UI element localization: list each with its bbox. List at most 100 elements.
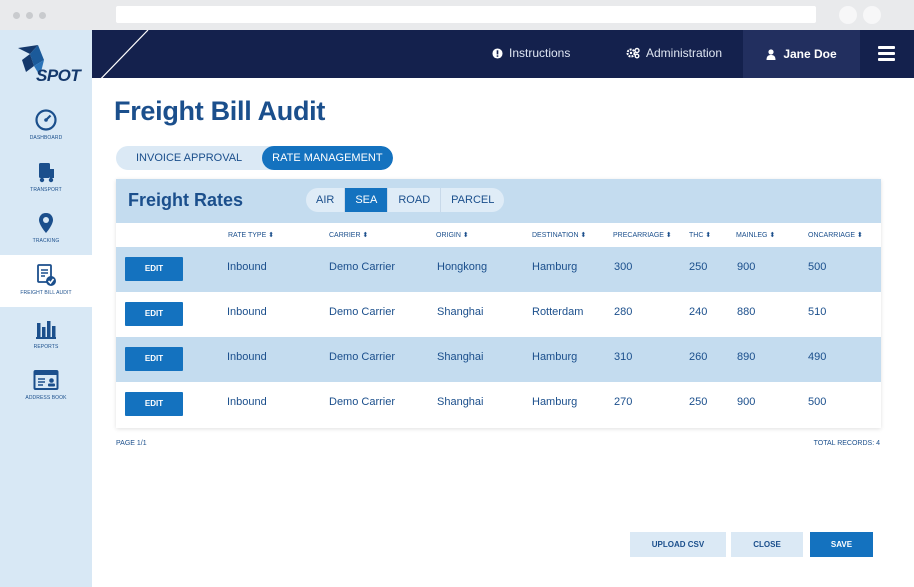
cell-destination: Rotterdam xyxy=(532,306,584,318)
sidebar-item-transport[interactable]: TRANSPORT xyxy=(0,160,92,212)
column-label: ONCARRIAGE xyxy=(808,232,856,239)
column-label: CARRIER xyxy=(329,232,361,239)
gears-icon xyxy=(626,47,640,59)
sort-icon: ⬍ xyxy=(665,232,672,239)
table-row: EDIT Inbound Demo Carrier Hongkong Hambu… xyxy=(116,247,881,292)
tab-invoice-approval[interactable]: INVOICE APPROVAL xyxy=(136,152,243,164)
browser-chrome xyxy=(0,0,914,30)
table-row: EDIT Inbound Demo Carrier Shanghai Rotte… xyxy=(116,292,881,337)
freight-rates-card: Freight Rates AIR SEA ROAD PARCEL RATE T… xyxy=(116,179,881,428)
sidebar-item-address-book[interactable]: ADDRESS BOOK xyxy=(0,368,92,420)
window-dot xyxy=(13,12,20,19)
truck-icon xyxy=(39,163,54,183)
tab-rate-management[interactable]: RATE MANAGEMENT xyxy=(262,146,393,170)
decorative-slash xyxy=(100,30,149,78)
cell-origin: Shanghai xyxy=(437,396,484,408)
user-menu[interactable]: Jane Doe xyxy=(743,30,860,78)
column-header-precarriage[interactable]: PRECARRIAGE ⬍ xyxy=(613,231,672,239)
column-header-oncarriage[interactable]: ONCARRIAGE ⬍ xyxy=(808,231,863,239)
cell-mainleg: 880 xyxy=(737,306,756,318)
bar-chart-icon xyxy=(36,321,56,339)
map-pin-icon xyxy=(39,213,53,233)
cell-origin: Shanghai xyxy=(437,306,484,318)
edit-button[interactable]: EDIT xyxy=(125,257,183,281)
cell-thc: 250 xyxy=(689,261,708,273)
save-button[interactable]: SAVE xyxy=(810,532,873,557)
cell-oncarriage: 490 xyxy=(808,351,827,363)
user-name: Jane Doe xyxy=(783,47,837,61)
sidebar-item-tracking[interactable]: TRACKING xyxy=(0,211,92,263)
upload-csv-button[interactable]: UPLOAD CSV xyxy=(630,532,726,557)
column-label: RATE TYPE xyxy=(228,232,267,239)
cell-oncarriage: 510 xyxy=(808,306,827,318)
speedometer-icon xyxy=(35,109,57,131)
column-header-rate-type[interactable]: RATE TYPE ⬍ xyxy=(228,231,274,239)
browser-button[interactable] xyxy=(863,6,881,24)
edit-button[interactable]: EDIT xyxy=(125,392,183,416)
cell-carrier: Demo Carrier xyxy=(329,396,396,408)
browser-button[interactable] xyxy=(839,6,857,24)
cell-origin: Hongkong xyxy=(437,261,488,273)
total-records: TOTAL RECORDS: 4 xyxy=(813,440,880,447)
bird-logo-icon xyxy=(18,45,44,76)
sidebar-item-freight-bill-audit[interactable]: FREIGHT BILL AUDIT xyxy=(0,255,92,307)
main-content: Freight Bill Audit INVOICE APPROVAL RATE… xyxy=(92,78,914,587)
tab-air[interactable]: AIR xyxy=(316,194,335,206)
cell-destination: Hamburg xyxy=(532,351,578,363)
cell-precarriage: 310 xyxy=(614,351,633,363)
cell-thc: 250 xyxy=(689,396,708,408)
cell-oncarriage: 500 xyxy=(808,261,827,273)
user-icon xyxy=(766,48,776,60)
cell-thc: 260 xyxy=(689,351,708,363)
cell-precarriage: 280 xyxy=(614,306,633,318)
page-tabs: INVOICE APPROVAL RATE MANAGEMENT xyxy=(116,146,393,170)
close-button[interactable]: CLOSE xyxy=(731,532,803,557)
info-icon xyxy=(492,47,503,59)
transport-mode-tabs: AIR SEA ROAD PARCEL xyxy=(306,188,505,212)
cell-mainleg: 900 xyxy=(737,396,756,408)
sidebar-item-reports[interactable]: REPORTS xyxy=(0,317,92,369)
column-label: PRECARRIAGE xyxy=(613,232,664,239)
window-dot xyxy=(39,12,46,19)
sort-icon: ⬍ xyxy=(362,232,369,239)
address-bar[interactable] xyxy=(116,6,816,23)
sidebar: SPOT DASHBOARD TRANSPORT TRACKING xyxy=(0,30,92,587)
cell-origin: Shanghai xyxy=(437,351,484,363)
tab-sea[interactable]: SEA xyxy=(344,188,388,212)
administration-link[interactable]: Administration xyxy=(626,46,722,60)
cell-mainleg: 900 xyxy=(737,261,756,273)
column-header-origin[interactable]: ORIGIN ⬍ xyxy=(436,231,469,239)
sort-icon: ⬍ xyxy=(580,232,587,239)
cell-thc: 240 xyxy=(689,306,708,318)
edit-button[interactable]: EDIT xyxy=(125,347,183,371)
logo[interactable]: SPOT xyxy=(0,30,92,90)
cell-carrier: Demo Carrier xyxy=(329,351,396,363)
window-dot xyxy=(26,12,33,19)
instructions-label: Instructions xyxy=(509,46,571,60)
edit-button[interactable]: EDIT xyxy=(125,302,183,326)
cell-carrier: Demo Carrier xyxy=(329,261,396,273)
cell-precarriage: 270 xyxy=(614,396,633,408)
column-header-destination[interactable]: DESTINATION ⬍ xyxy=(532,231,586,239)
tab-road[interactable]: ROAD xyxy=(387,188,440,212)
column-header-thc[interactable]: THC ⬍ xyxy=(689,231,711,239)
sort-icon: ⬍ xyxy=(268,232,275,239)
column-label: ORIGIN xyxy=(436,232,461,239)
instructions-link[interactable]: Instructions xyxy=(492,46,570,60)
cell-mainleg: 890 xyxy=(737,351,756,363)
column-header-mainleg[interactable]: MAINLEG ⬍ xyxy=(736,231,775,239)
sort-icon: ⬍ xyxy=(705,232,712,239)
sidebar-item-label: REPORTS xyxy=(33,344,59,350)
column-header-carrier[interactable]: CARRIER ⬍ xyxy=(329,231,368,239)
hamburger-menu-icon[interactable] xyxy=(878,46,895,61)
cell-rate-type: Inbound xyxy=(227,396,267,408)
document-check-icon xyxy=(37,264,56,286)
cell-oncarriage: 500 xyxy=(808,396,827,408)
table-row: EDIT Inbound Demo Carrier Shanghai Hambu… xyxy=(116,337,881,382)
page-info: PAGE 1/1 xyxy=(116,440,147,447)
column-label: DESTINATION xyxy=(532,232,579,239)
sidebar-item-label: ADDRESS BOOK xyxy=(25,395,67,401)
sidebar-item-dashboard[interactable]: DASHBOARD xyxy=(0,108,92,160)
address-card-icon xyxy=(33,370,59,390)
tab-parcel[interactable]: PARCEL xyxy=(440,188,504,212)
